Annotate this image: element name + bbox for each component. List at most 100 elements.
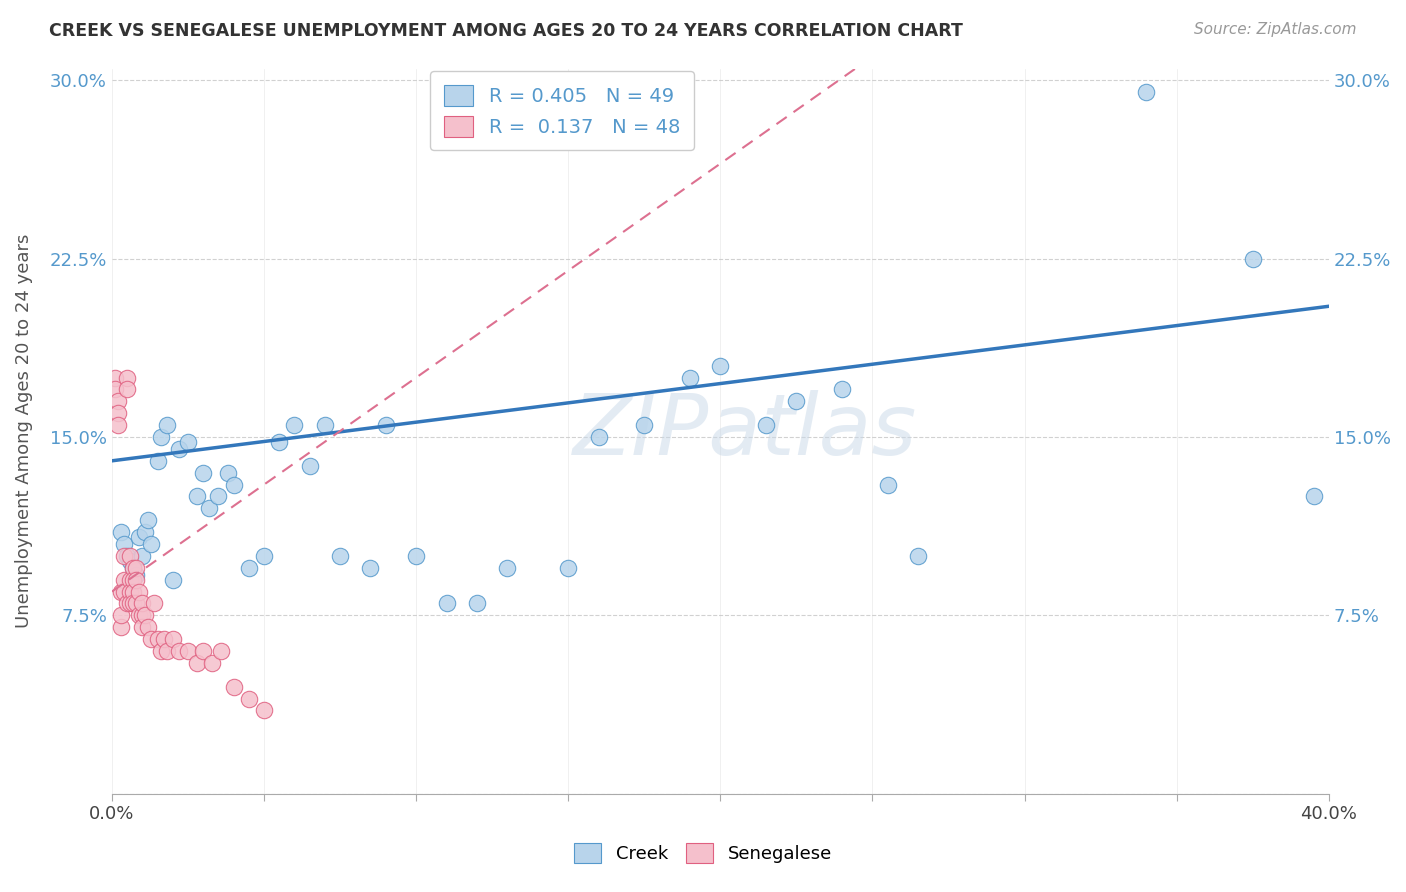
Point [186,656,208,670]
Point [120,549,142,563]
Point [755,418,778,433]
Point [141,537,163,551]
Point [128,608,150,623]
Point [177,434,200,449]
Point [162,573,184,587]
Text: CREEK VS SENEGALESE UNEMPLOYMENT AMONG AGES 20 TO 24 YEARS CORRELATION CHART: CREEK VS SENEGALESE UNEMPLOYMENT AMONG A… [49,22,963,40]
Point [134,608,156,623]
Point [112,573,135,587]
Point [107,406,129,420]
Point [283,418,305,433]
Point [115,383,138,397]
Point [198,501,221,516]
Point [115,549,138,563]
Point [146,454,169,468]
Point [125,573,148,587]
Point [138,513,160,527]
Point [465,597,488,611]
Point [125,561,148,575]
Point [496,561,519,575]
Point [122,561,145,575]
Point [314,418,336,433]
Point [131,608,153,623]
Point [167,644,190,658]
Point [907,549,929,563]
Point [107,418,129,433]
Point [122,573,145,587]
Point [115,597,138,611]
Point [238,691,260,706]
Point [125,597,148,611]
Legend: Creek, Senegalese: Creek, Senegalese [564,832,842,874]
Point [122,561,145,575]
Point [186,490,208,504]
Point [156,644,179,658]
Point [128,584,150,599]
Point [112,584,135,599]
Point [120,573,142,587]
Point [209,644,232,658]
Point [588,430,610,444]
Point [138,620,160,634]
Point [1241,252,1264,266]
Point [128,530,150,544]
Point [131,597,153,611]
Point [374,418,396,433]
Point [633,418,655,433]
Point [104,370,127,384]
Point [679,370,702,384]
Point [207,490,229,504]
Point [253,549,276,563]
Point [436,597,458,611]
Point [709,359,731,373]
Legend: R = 0.405   N = 49, R =  0.137   N = 48: R = 0.405 N = 49, R = 0.137 N = 48 [430,71,693,151]
Point [876,477,898,491]
Point [238,561,260,575]
Point [222,477,245,491]
Point [269,434,291,449]
Point [405,549,427,563]
Point [557,561,579,575]
Point [143,597,166,611]
Point [112,537,135,551]
Point [1302,490,1324,504]
Point [831,383,853,397]
Point [122,584,145,599]
Point [110,525,132,540]
Point [152,632,174,647]
Point [149,644,172,658]
Point [167,442,190,456]
Text: Source: ZipAtlas.com: Source: ZipAtlas.com [1194,22,1357,37]
Point [146,632,169,647]
Point [149,430,172,444]
Point [298,458,321,473]
Text: ZIPatlas: ZIPatlas [572,390,917,473]
Point [1135,85,1157,99]
Point [156,418,179,433]
Point [112,549,135,563]
Point [785,394,807,409]
Point [110,608,132,623]
Point [329,549,352,563]
Point [222,680,245,694]
Point [122,597,145,611]
Y-axis label: Unemployment Among Ages 20 to 24 years: Unemployment Among Ages 20 to 24 years [15,234,32,628]
Point [193,466,215,480]
Point [193,644,215,658]
Point [360,561,382,575]
Point [120,554,142,568]
Point [125,568,148,582]
Point [120,597,142,611]
Point [253,703,276,717]
Point [131,620,153,634]
Point [134,525,156,540]
Point [110,584,132,599]
Point [104,383,127,397]
Point [131,549,153,563]
Point [120,584,142,599]
Point [141,632,163,647]
Point [107,394,129,409]
Point [177,644,200,658]
Point [110,620,132,634]
Point [201,656,224,670]
